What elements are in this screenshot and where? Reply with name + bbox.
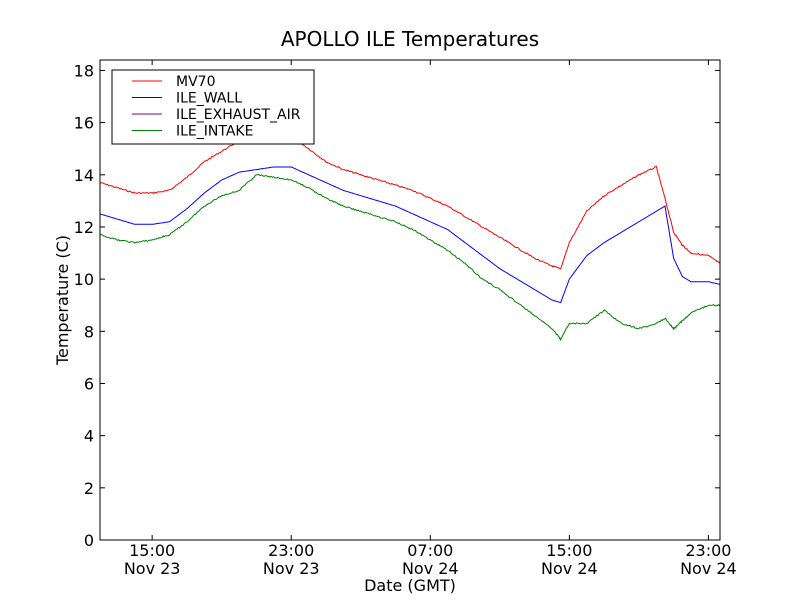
x-tick-date-label: Nov 23 [263,559,320,578]
series-line-mv70 [99,132,721,270]
plot-frame [99,59,721,541]
x-tick-date-label: Nov 24 [680,559,737,578]
y-tick-label: 14 [74,166,94,185]
y-axis-label: Temperature (C) [53,235,72,366]
y-tick-label: 10 [74,270,94,289]
chart-title: APOLLO ILE Temperatures [281,27,539,51]
x-tick-time-label: 07:00 [407,541,453,560]
x-tick-time-label: 15:00 [129,541,175,560]
y-tick-label: 16 [74,114,94,133]
y-tick-label: 8 [84,322,94,341]
x-tick-time-label: 23:00 [685,541,731,560]
y-tick-label: 6 [84,374,94,393]
legend-box [111,69,315,145]
y-tick-label: 18 [74,61,94,80]
legend-label: ILE_INTAKE [176,124,253,140]
series-layer [99,132,721,342]
x-tick-time-label: 23:00 [268,541,314,560]
y-tick-label: 12 [74,218,94,237]
series-line-ile-intake [99,174,721,342]
series-line-ile-wall [99,166,721,304]
x-tick-date-label: Nov 23 [124,559,181,578]
x-tick-time-label: 15:00 [546,541,592,560]
y-tick-label: 2 [84,479,94,498]
legend-label: MV70 [176,74,215,90]
y-tick-label: 0 [84,531,94,550]
legend-label: ILE_WALL [176,91,242,107]
x-tick-date-label: Nov 24 [541,559,598,578]
x-axis-label: Date (GMT) [364,576,456,595]
legend-label: ILE_EXHAUST_AIR [176,107,301,123]
y-tick-label: 4 [84,427,94,446]
x-tick-date-label: Nov 24 [402,559,459,578]
